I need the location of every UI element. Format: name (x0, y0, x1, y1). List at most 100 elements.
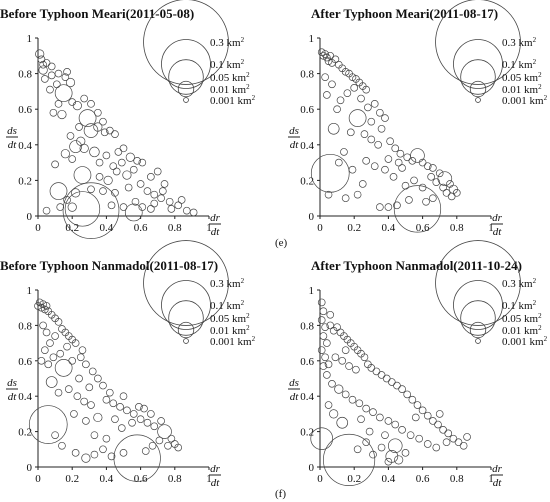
data-point (46, 339, 54, 347)
data-point (341, 346, 350, 354)
legend-circle (435, 0, 521, 85)
chart-title: After Typhoon Meari(2011-08-17) (311, 6, 498, 21)
data-point (69, 140, 82, 153)
legend-superscript: 2 (544, 335, 548, 343)
data-point (49, 108, 58, 117)
data-point (348, 165, 357, 174)
data-point (129, 410, 138, 418)
data-point (54, 84, 73, 103)
data-point (463, 433, 471, 441)
data-point (374, 140, 382, 149)
data-point (100, 128, 109, 137)
data-point (157, 417, 165, 425)
data-point (45, 376, 58, 388)
data-point (454, 438, 463, 447)
data-point (423, 411, 432, 420)
data-point (177, 196, 186, 204)
x-axis-label: dr dt (209, 212, 221, 238)
data-point (393, 185, 442, 233)
data-point (376, 413, 384, 422)
data-point (133, 157, 141, 165)
data-point (353, 190, 362, 199)
data-point (384, 417, 393, 425)
data-point (376, 108, 384, 117)
data-point (439, 426, 447, 434)
data-point (42, 206, 51, 215)
data-point (109, 162, 118, 170)
legend-circle (143, 0, 229, 85)
y-tick-label: 0.8 (300, 69, 314, 81)
y-label-numerator: ds (7, 377, 17, 389)
data-point (323, 371, 331, 379)
data-point (381, 431, 389, 439)
data-point (418, 158, 427, 167)
data-point (439, 183, 447, 192)
legend-label: 0.001 km2 (502, 94, 548, 107)
data-point (336, 416, 349, 429)
data-point (329, 409, 339, 419)
data-point (362, 157, 370, 165)
legend-superscript: 2 (544, 94, 548, 102)
x-tick-label: 0 (317, 222, 323, 234)
data-point (37, 55, 46, 64)
data-point (41, 75, 49, 83)
data-point (117, 158, 126, 167)
legend-label: 0.001 km2 (210, 335, 256, 348)
data-point (28, 405, 68, 444)
data-point (393, 201, 401, 210)
legend-superscript: 2 (246, 324, 250, 332)
legend-label: 0.001 km2 (210, 94, 256, 107)
data-point (147, 410, 155, 418)
y-axis-label: ds dt (6, 125, 18, 151)
data-point (408, 157, 417, 165)
data-point (321, 353, 329, 362)
data-point (396, 149, 405, 158)
data-points (28, 298, 183, 482)
data-point (401, 181, 410, 190)
chart-title: After Typhoon Nanmadol(2011-10-24) (311, 258, 522, 273)
data-point (157, 424, 172, 439)
data-point (427, 173, 435, 181)
data-point (429, 164, 437, 172)
data-points (35, 49, 198, 239)
data-point (95, 158, 104, 167)
data-point (435, 410, 444, 418)
data-point (323, 91, 331, 99)
data-point (51, 160, 59, 169)
legend-circle (469, 80, 487, 98)
data-point (331, 55, 340, 64)
x-tick-label: 0.2 (347, 222, 361, 234)
data-point (57, 109, 67, 120)
data-point (157, 194, 165, 203)
data-point (167, 205, 176, 213)
legend-superscript: 2 (538, 312, 542, 320)
data-point (87, 185, 95, 194)
data-point (333, 105, 341, 114)
data-point (413, 401, 422, 409)
data-point (410, 176, 418, 185)
legend-superscript: 2 (533, 277, 537, 285)
y-tick-label: 0.6 (18, 104, 32, 116)
data-point (135, 403, 143, 411)
data-point (422, 197, 430, 206)
data-point (76, 353, 85, 362)
data-point (326, 51, 335, 60)
x-tick-label: 0.6 (416, 473, 430, 485)
data-points (310, 298, 471, 486)
y-tick-label: 0.2 (18, 175, 32, 187)
data-point (406, 431, 415, 439)
x-tick-label: 0.2 (347, 473, 361, 485)
data-point (338, 356, 347, 365)
legend-label: 0.01 km2 (210, 83, 250, 96)
chart-panel-4: After Typhoon Nanmadol(2011-10-24) 0 0.2 0.… (288, 240, 548, 489)
y-tick-label: 0 (27, 462, 33, 474)
data-point (418, 406, 427, 415)
data-point (80, 397, 88, 406)
data-point (38, 65, 48, 75)
data-point (83, 123, 99, 138)
data-point (87, 100, 95, 108)
data-point (35, 49, 45, 59)
x-tick-label: 0 (35, 222, 41, 234)
x-tick-label: 0.8 (168, 473, 182, 485)
